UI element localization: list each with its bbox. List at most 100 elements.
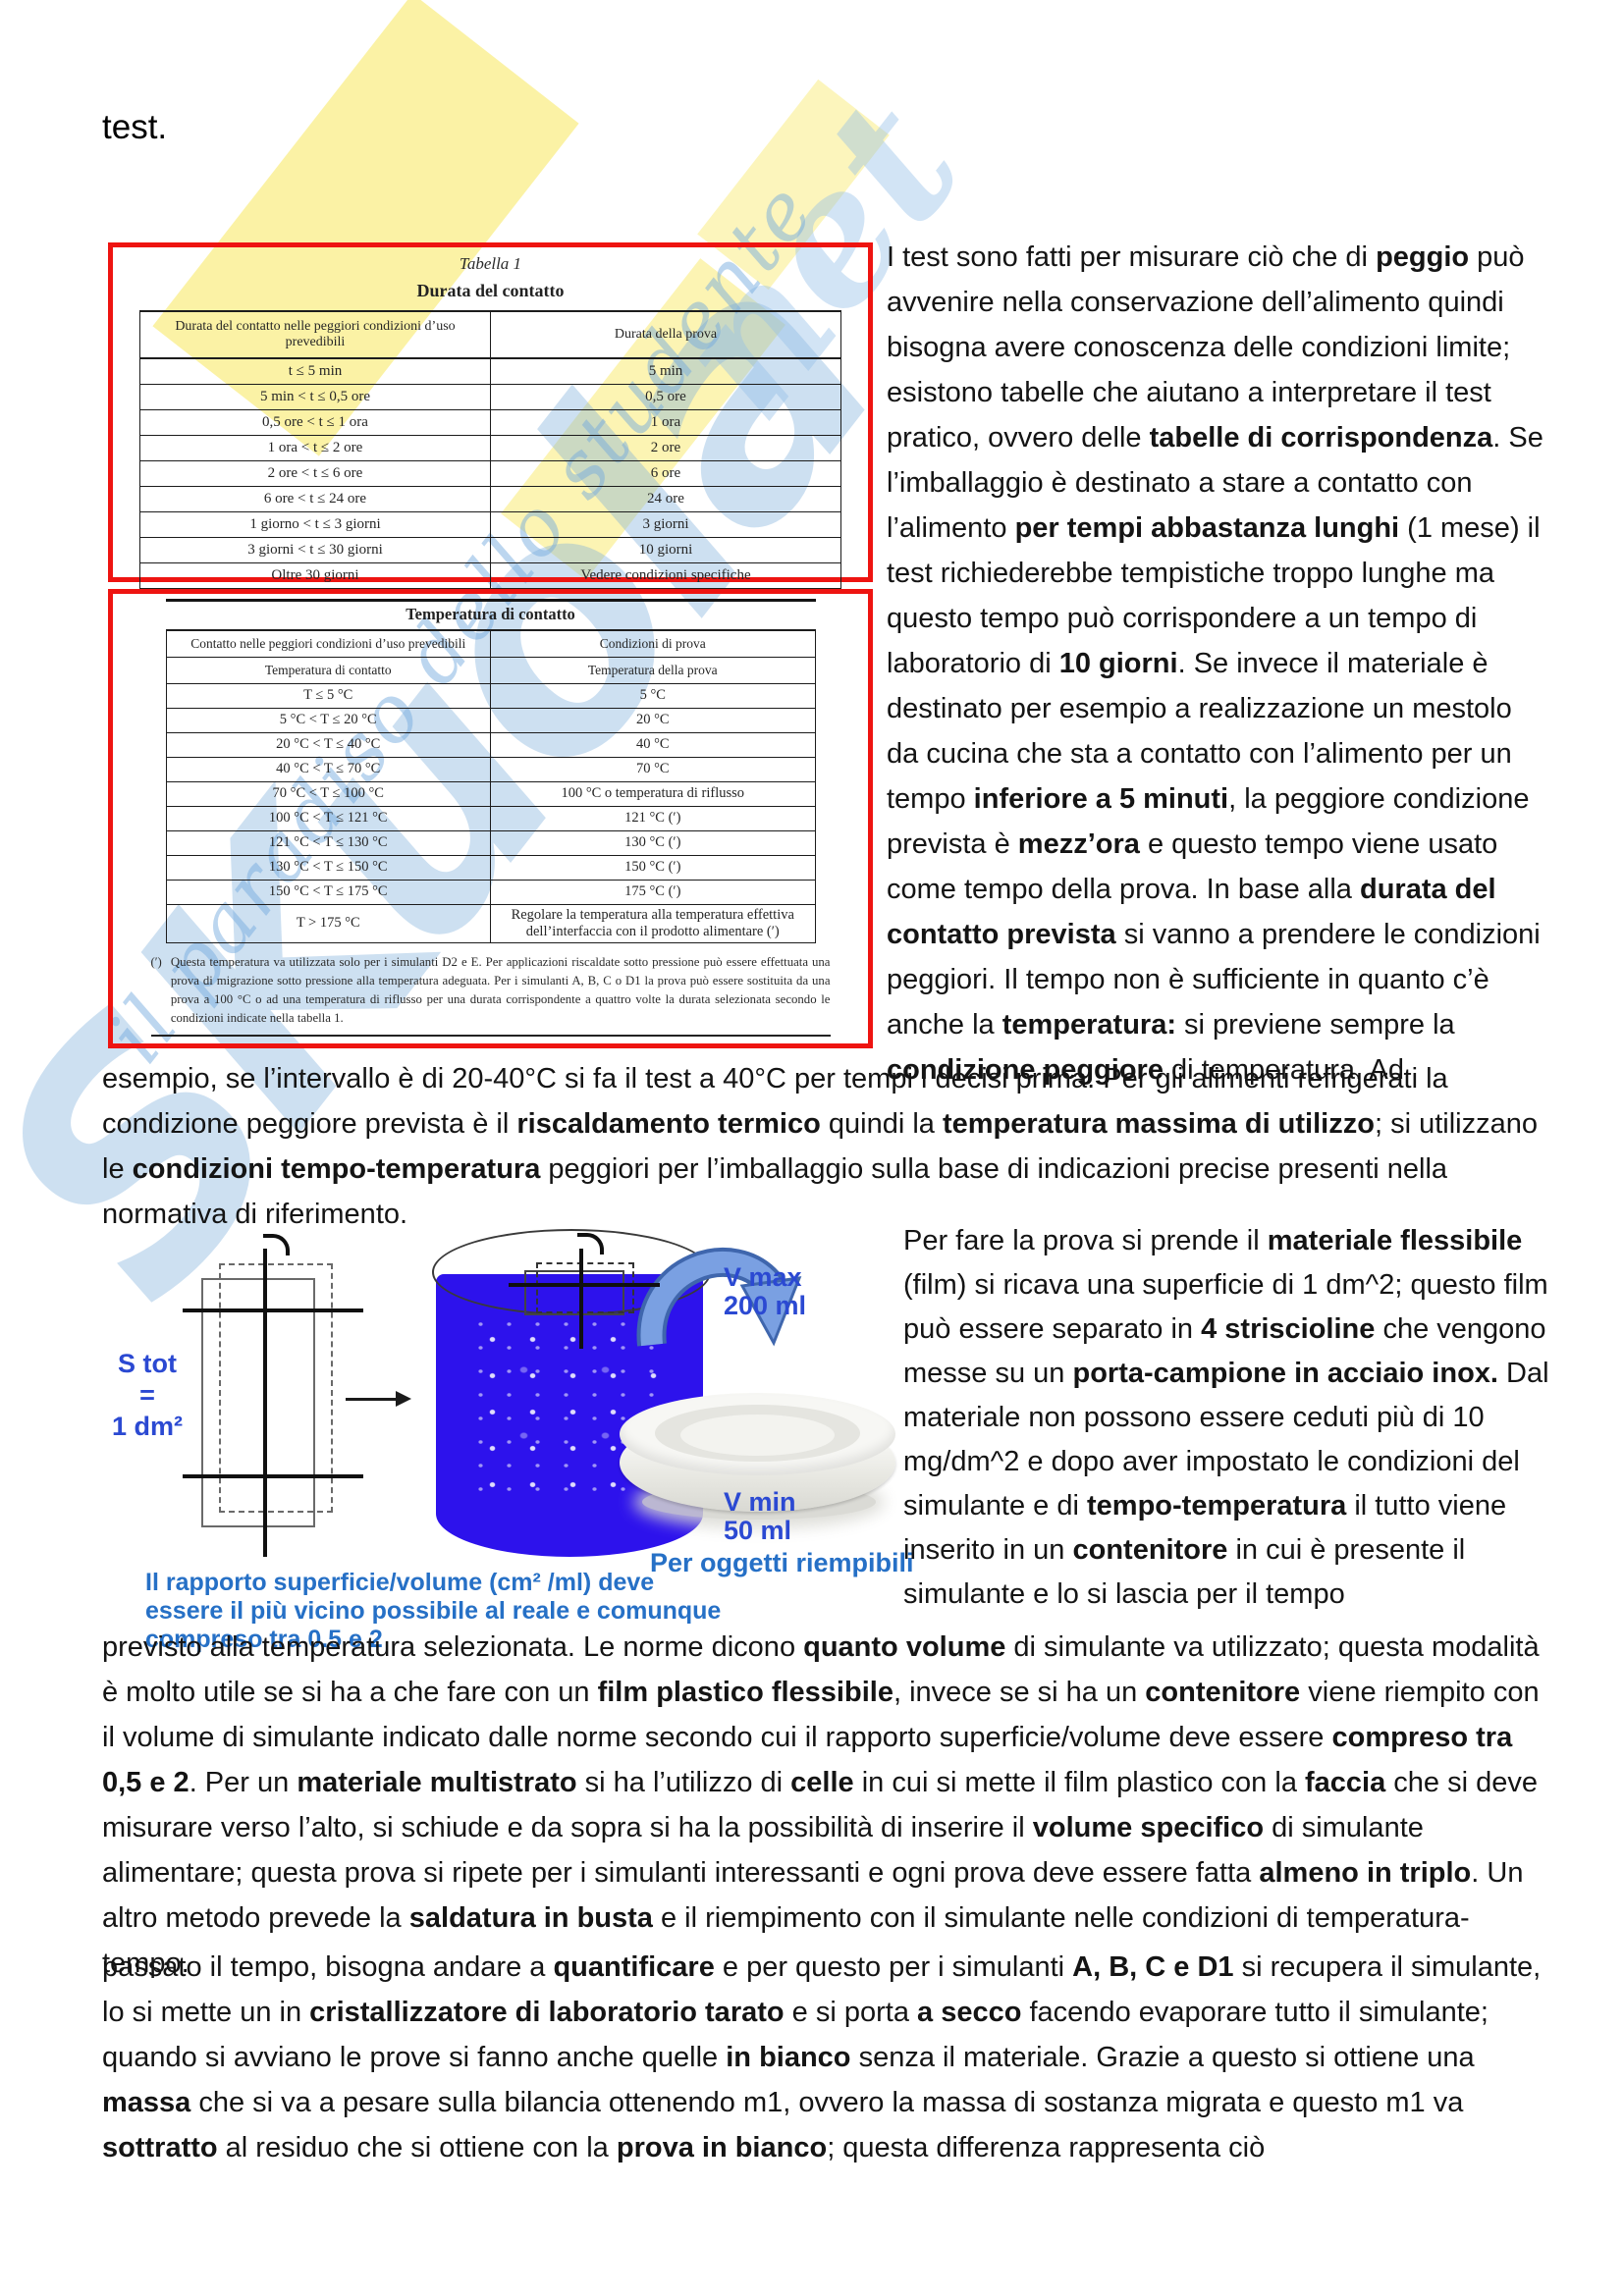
table-header-row: Contatto nelle peggiori condizioni d’uso… [165,628,816,658]
text-segment: e per questo per i simulanti [714,1951,1073,1983]
table2-footnote: (′) Questa temperatura va utilizzata sol… [151,953,831,1029]
sample-clamp-bar [183,1308,363,1312]
table-row: 1 giorno < t ≤ 3 giorni 3 giorni [139,510,841,538]
table-cell: 70 °C [490,756,816,782]
text-segment: temperatura massima di utilizzo [942,1108,1375,1140]
text-segment: in cui è presente il simulante e lo si l… [903,1534,1466,1610]
text-segment: contenitore [1145,1677,1301,1708]
text-segment: peggio [1376,241,1470,273]
text-segment: (film) si ricava una superficie di 1 dm^… [903,1269,1548,1345]
table-row: t ≤ 5 min 5 min [139,357,841,385]
table-row: 1 ora < t ≤ 2 ore 2 ore [139,434,841,461]
text-segment: al residuo che si ottiene con la [217,2132,617,2163]
table-subheader-row: Temperatura di contatto Temperatura dell… [165,656,816,684]
text-segment: 4 striscioline [1201,1313,1376,1345]
text-segment: in cui si mette il film plastico con la [853,1767,1305,1798]
table-row: 2 ore < t ≤ 6 ore 6 ore [139,459,841,487]
text-segment: si vanno a prendere le condizioni peggio… [887,919,1541,1041]
table-row: 5 min < t ≤ 0,5 ore 0,5 ore [139,383,841,410]
text-segment: , la peggiore condizione prevista è [887,783,1530,860]
film-sample-dashed-outline [219,1263,333,1513]
table-row: 121 °C < T ≤ 130 °C 130 °C (′) [165,829,816,856]
text-segment: e il riempimento con il simulante nelle … [102,1902,1470,1979]
table2-title: Temperatura di contatto [406,604,575,623]
text-segment: , invece se si ha un [893,1677,1146,1708]
table2-body: T ≤ 5 °C 5 °C 5 °C < T ≤ 20 °C 20 °C 20 °C <… [165,682,816,943]
table-cell: 2 ore < t ≤ 6 ore [139,459,491,487]
text-segment: esempio, se l’intervallo è di 20-40°C si… [102,1063,1448,1140]
immersed-film-dashed-outline [536,1262,634,1313]
text-segment: film plastico flessibile [597,1677,893,1708]
table-cell: 100 °C < T ≤ 121 °C [165,805,491,831]
table-row: T > 175 °C Regolare la temperatura alla t… [165,903,816,943]
text-segment: materiale multistrato [297,1767,577,1798]
table-cell: 175 °C (′) [490,879,816,905]
text-segment: inferiore a 5 minuti [973,783,1229,815]
text-segment: in bianco [726,2042,851,2073]
text-segment: saldatura in busta [408,1902,653,1934]
text-segment: per tempi abbastanza lunghi [1014,512,1400,544]
sample-holder-rod [263,1249,267,1557]
text-segment: Dal materiale non possono essere ceduti … [903,1358,1549,1522]
text-segment: ; si utilizzano le [102,1108,1538,1185]
table-cell: 6 ore < t ≤ 24 ore [139,485,491,512]
immersed-holder-hook [577,1233,604,1255]
text-segment: condizioni tempo-temperatura [132,1153,541,1185]
table-cell: 121 °C < T ≤ 130 °C [165,829,491,856]
caption-line: essere il più vicino possibile al reale … [145,1596,722,1625]
table-cell: 130 °C < T ≤ 150 °C [165,854,491,881]
paragraph-full-width-2: previsto alla temperatura selezionata. L… [102,1625,1543,1986]
table-cell: 5 °C [490,682,816,709]
table-cell: 40 °C [490,731,816,758]
table2-col1-header: Contatto nelle peggiori condizioni d’uso… [165,628,491,658]
text-segment: tempo-temperatura [1087,1490,1347,1522]
text-segment: senza il materiale. Grazie a questo si o… [850,2042,1475,2073]
table-cell: T ≤ 5 °C [165,682,491,709]
surface-volume-ratio-caption: Il rapporto superficie/volume (cm² /ml) … [145,1569,754,1653]
plate-center [680,1415,835,1456]
text-segment: previsto alla temperatura selezionata. L… [102,1631,804,1663]
table-cell: 6 ore [490,459,841,487]
table-cell: 2 ore [490,434,841,461]
text-segment: I test sono fatti per misurare ciò che d… [887,241,1377,273]
fillable-objects-caption: Per oggetti riempibili [650,1548,914,1577]
caption-line: Il rapporto superficie/volume (cm² /ml) … [145,1569,655,1596]
table-row: 5 °C < T ≤ 20 °C 20 °C [165,707,816,733]
table-cell: 0,5 ore < t ≤ 1 ora [139,408,491,436]
text-segment: mezz’ora [1017,828,1140,860]
paragraph-diagram-side: Per fare la prova si prende il materiale… [903,1219,1549,1617]
curved-arrow-icon [636,1248,802,1347]
table2-col1-subheader: Temperatura di contatto [165,656,491,684]
table-cell: 130 °C (′) [490,829,816,856]
paragraph-tables-side: I test sono fatti per misurare ciò che d… [887,235,1548,1093]
table1-caption-bold: Durata del contatto [416,281,565,300]
table-row: 6 ore < t ≤ 24 ore 24 ore [139,485,841,512]
arrow-head-icon [396,1391,411,1407]
text-segment: ; questa differenza rappresenta ciò [827,2132,1266,2163]
table-cell: 24 ore [490,485,841,512]
table-row: 3 giorni < t ≤ 30 giorni 10 giorni [139,536,841,563]
table-cell: 5 min < t ≤ 0,5 ore [139,383,491,410]
text-segment: viene riempito con il volume di simulant… [102,1677,1540,1753]
paragraph-full-width-3: passato il tempo, bisogna andare a quant… [102,1945,1543,2170]
table-cell: t ≤ 5 min [139,357,491,385]
table-cell: 150 °C (′) [490,854,816,881]
text-segment: passato il tempo, bisogna andare a [102,1951,554,1983]
table-cell: T > 175 °C [165,903,491,943]
table-cell: Vedere condizioni specifiche [490,561,841,589]
text-segment: riscaldamento termico [516,1108,821,1140]
table1-caption-italic: Tabella 1 [459,254,522,273]
text-segment: porta-campione in acciaio inox. [1072,1358,1498,1389]
text-segment: temperatura: [1001,1009,1176,1041]
text-segment: cristallizzatore di laboratorio tarato [309,1997,785,2028]
table-cell: 20 °C < T ≤ 40 °C [165,731,491,758]
text-segment: (1 mese) il test richiederebbe tempistic… [887,512,1541,679]
text-segment: compreso tra 0,5 e 2 [102,1722,1513,1798]
table-cell: 3 giorni < t ≤ 30 giorni [139,536,491,563]
table-row: T ≤ 5 °C 5 °C [165,682,816,709]
text-segment: durata del contatto prevista [887,874,1496,950]
divider-line [150,1035,831,1037]
caption-line: compreso tra 0.5 e 2 [145,1625,383,1653]
text-segment: sottratto [102,2132,218,2163]
